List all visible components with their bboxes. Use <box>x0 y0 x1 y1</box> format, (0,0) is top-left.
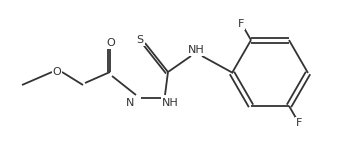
Text: NH: NH <box>188 45 204 55</box>
Text: S: S <box>136 35 143 45</box>
Text: NH: NH <box>162 98 178 108</box>
Text: O: O <box>107 38 115 48</box>
Text: O: O <box>53 67 61 77</box>
Text: F: F <box>296 118 302 128</box>
Text: F: F <box>238 19 244 29</box>
Text: N: N <box>126 98 134 108</box>
